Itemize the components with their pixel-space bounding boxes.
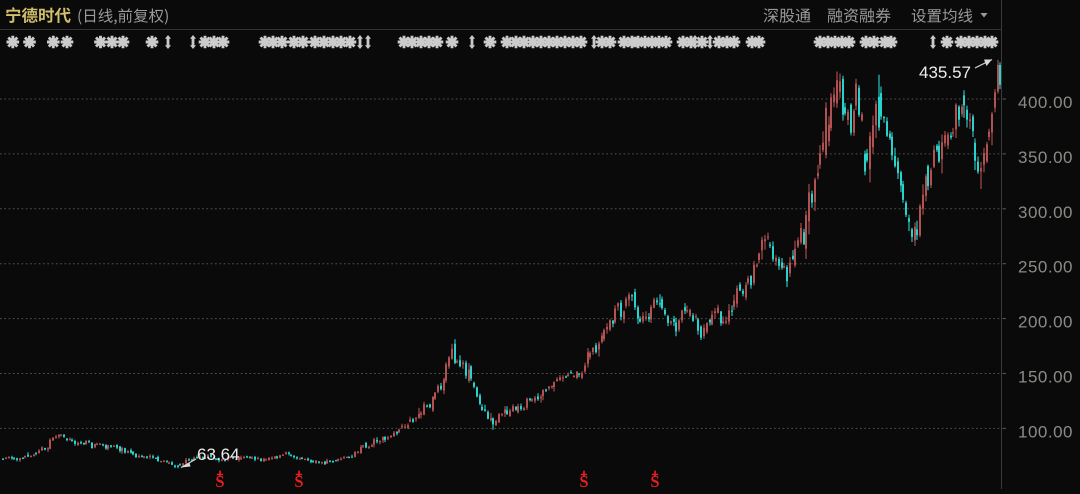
svg-text:435.57: 435.57 (919, 63, 971, 82)
svg-text:63.64: 63.64 (197, 445, 240, 464)
svg-text:250.00: 250.00 (1018, 258, 1073, 277)
svg-text:100.00: 100.00 (1018, 422, 1073, 441)
svg-text:350.00: 350.00 (1018, 148, 1073, 167)
svg-text:300.00: 300.00 (1018, 203, 1073, 222)
svg-text:200.00: 200.00 (1018, 313, 1073, 332)
svg-text:150.00: 150.00 (1018, 368, 1073, 387)
svg-text:400.00: 400.00 (1018, 93, 1073, 112)
